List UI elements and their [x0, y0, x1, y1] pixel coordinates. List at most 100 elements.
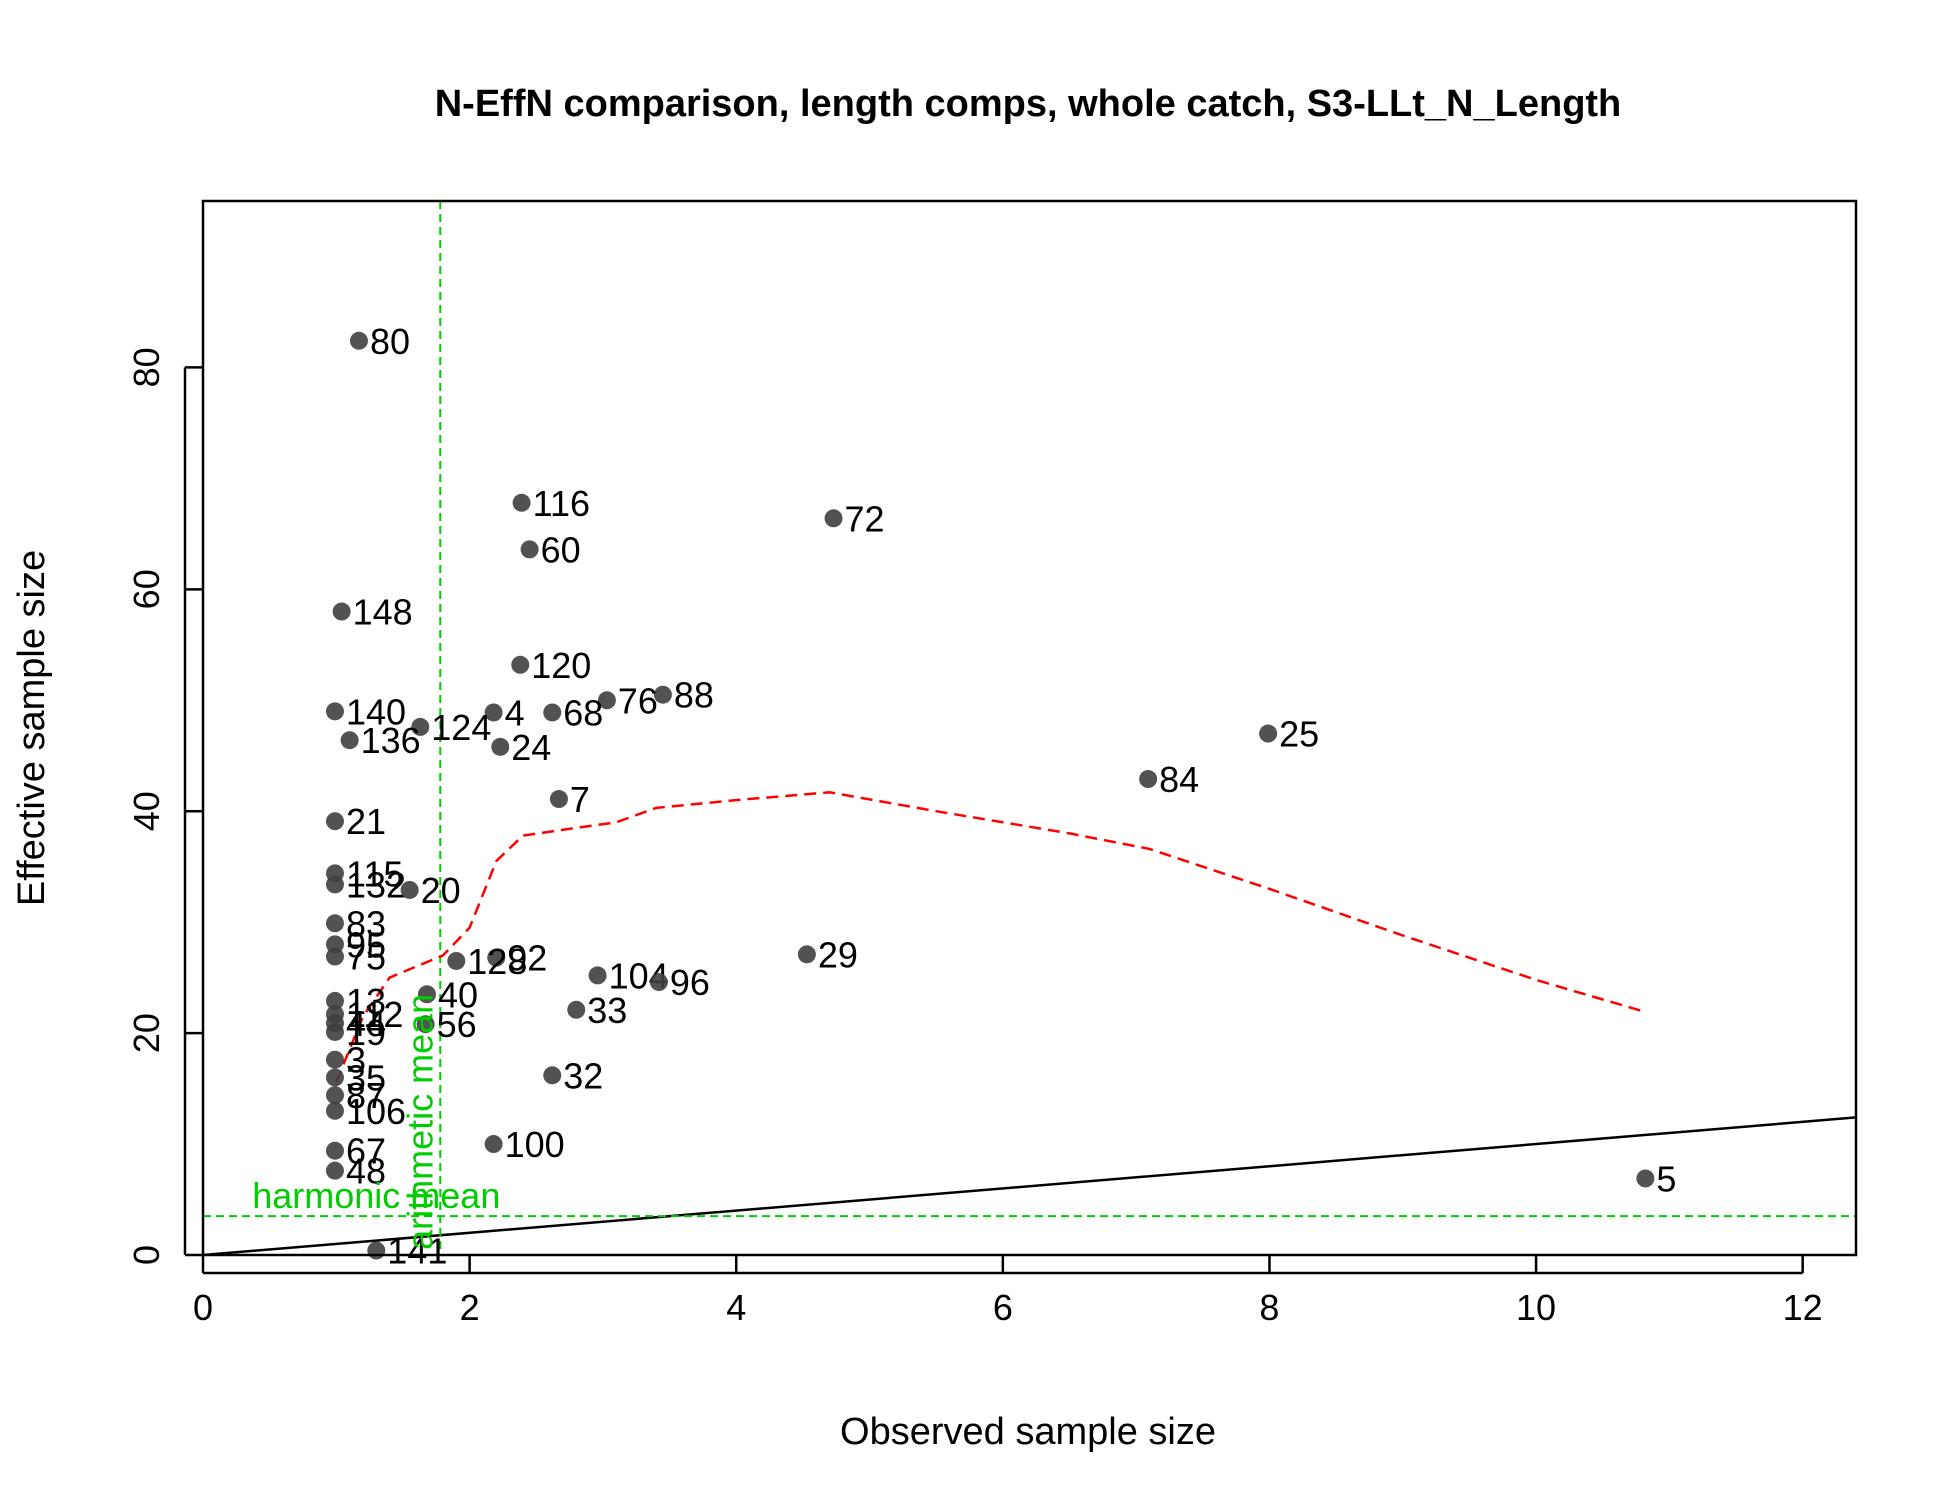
data-point — [325, 1086, 344, 1105]
data-point — [543, 1066, 562, 1085]
data-point — [447, 951, 466, 970]
identity-line — [202, 1116, 1857, 1257]
plot-frame — [201, 199, 1858, 1257]
point-label: 96 — [670, 962, 710, 1003]
data-point — [400, 880, 419, 899]
point-label: 7 — [570, 779, 590, 820]
point-label: 5 — [1656, 1158, 1676, 1199]
point-label: 60 — [541, 529, 581, 570]
data-point — [367, 1241, 386, 1260]
data-point — [549, 790, 568, 809]
point-label: 95 — [346, 924, 386, 965]
point-label: 132 — [346, 864, 406, 905]
point-label: 25 — [1279, 714, 1319, 755]
point-label: 32 — [563, 1055, 603, 1096]
point-label: 148 — [353, 592, 413, 633]
point-label: 120 — [531, 645, 591, 686]
y-tick-label: 20 — [126, 1013, 167, 1053]
point-label: 106 — [346, 1091, 406, 1132]
point-label: 3 — [346, 1040, 366, 1081]
data-point — [325, 1050, 344, 1069]
x-tick-label: 6 — [993, 1287, 1013, 1328]
x-tick-label: 0 — [193, 1287, 213, 1328]
data-point — [797, 945, 816, 964]
point-label: 67 — [346, 1131, 386, 1172]
y-tick-label: 0 — [126, 1245, 167, 1265]
x-axis-label: Observed sample size — [840, 1411, 1216, 1453]
point-label: 116 — [533, 483, 590, 524]
data-point — [588, 966, 607, 985]
data-point — [653, 685, 672, 704]
data-point — [325, 1141, 344, 1160]
data-point — [824, 509, 843, 528]
data-point — [325, 1068, 344, 1087]
data-point — [325, 914, 344, 933]
point-label: 56 — [437, 1004, 477, 1045]
data-point — [325, 1161, 344, 1180]
point-label: 24 — [511, 727, 551, 768]
data-point — [325, 702, 344, 721]
data-point — [325, 812, 344, 831]
y-tick-label: 80 — [126, 347, 167, 387]
data-point — [411, 717, 430, 736]
data-point — [349, 331, 368, 350]
data-point — [325, 1022, 344, 1041]
point-label: 68 — [563, 692, 603, 733]
harmonic-mean-label: harmonic mean — [252, 1175, 500, 1216]
data-point — [325, 1101, 344, 1120]
point-label: 76 — [618, 680, 658, 721]
point-label: 40 — [438, 974, 478, 1015]
point-label: 33 — [587, 990, 627, 1031]
y-tick-label: 40 — [126, 791, 167, 831]
point-label: 84 — [1159, 759, 1199, 800]
point-label: 100 — [505, 1124, 565, 1165]
data-point — [417, 985, 436, 1004]
point-label: 35 — [346, 1057, 386, 1098]
point-label: 88 — [674, 675, 714, 716]
point-label: 128 — [467, 941, 527, 982]
loess-curve — [335, 791, 1646, 1083]
data-point — [325, 875, 344, 894]
point-label: 112 — [346, 994, 403, 1035]
data-point — [416, 1015, 435, 1034]
data-point — [520, 540, 539, 559]
point-label: 75 — [346, 937, 386, 978]
point-label: 21 — [346, 801, 386, 842]
data-point — [511, 655, 530, 674]
x-tick-label: 8 — [1259, 1287, 1279, 1328]
point-label: 92 — [507, 938, 547, 979]
point-label: 20 — [421, 870, 461, 911]
point-label: 136 — [361, 720, 421, 761]
point-label: 80 — [370, 321, 410, 362]
x-tick-label: 12 — [1783, 1287, 1823, 1328]
point-label: 48 — [346, 1151, 386, 1192]
x-tick-label: 10 — [1516, 1287, 1556, 1328]
point-label: 72 — [845, 498, 885, 539]
point-label: 83 — [346, 903, 386, 944]
y-axis-label: Effective sample size — [11, 550, 53, 906]
arithmetic-mean-label: arithmetic mean — [399, 994, 440, 1250]
data-point — [340, 731, 359, 750]
data-point — [597, 691, 616, 710]
data-point — [1139, 770, 1158, 789]
data-point — [543, 703, 562, 722]
point-label: 44 — [346, 1003, 386, 1044]
data-point — [484, 703, 503, 722]
data-point — [325, 991, 344, 1010]
point-label: 115 — [346, 853, 403, 894]
data-point — [325, 947, 344, 966]
point-label: 124 — [431, 707, 491, 748]
data-point — [512, 493, 531, 512]
point-label: 4 — [505, 692, 525, 733]
data-point — [491, 737, 510, 756]
x-tick-label: 4 — [726, 1287, 746, 1328]
data-point — [484, 1135, 503, 1154]
point-label: 13 — [346, 981, 386, 1022]
data-point — [332, 602, 351, 621]
data-point — [1636, 1169, 1655, 1188]
point-label: 140 — [346, 691, 406, 732]
y-tick-label: 60 — [126, 569, 167, 609]
x-tick-label: 2 — [460, 1287, 480, 1328]
point-label: 29 — [818, 934, 858, 975]
